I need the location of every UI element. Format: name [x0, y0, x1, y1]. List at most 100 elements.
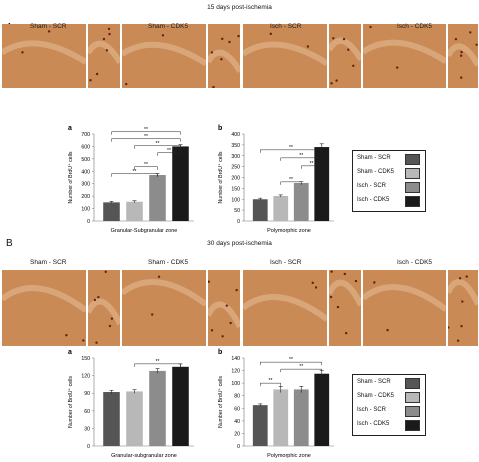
y-axis-label: Number of BrdU⁺ cells: [68, 376, 74, 428]
legend-b: Sham - SCR Sham - CDK5 Isch - SCR Isch -…: [352, 374, 426, 436]
legend-a-item-4: Isch - CDK5: [357, 197, 390, 203]
chart-panel-letter: b: [218, 349, 222, 356]
labeled-cell: [460, 324, 463, 328]
labeled-cell: [208, 280, 210, 283]
section-b-panel-label-2: Sham - CDK5: [148, 259, 189, 266]
labeled-cell: [157, 275, 161, 278]
labeled-cell: [343, 272, 347, 276]
labeled-cell: [342, 37, 346, 41]
tissue-layer: [88, 40, 120, 65]
micrograph-b-sham-scr: [2, 270, 86, 346]
labeled-cell: [151, 313, 154, 316]
section-a-panel-label-4: Isch - CDK5: [397, 23, 433, 30]
y-tick-label: 400: [81, 169, 90, 175]
significance-bracket: [260, 382, 281, 387]
labeled-cell: [460, 50, 463, 54]
y-tick-label: 150: [231, 186, 240, 192]
bar-2: [149, 175, 166, 221]
labeled-cell: [459, 54, 463, 57]
labeled-cell: [110, 317, 114, 320]
chart-panel-letter: a: [68, 125, 72, 132]
y-tick-label: 200: [231, 176, 240, 182]
labeled-cell: [475, 43, 478, 46]
labeled-cell: [454, 37, 458, 41]
micrograph-a-isch-scr-zoom: [329, 24, 361, 88]
section-a-panel-label-3: Isch - SCR: [270, 23, 302, 30]
legend-b-swatch-3: [405, 406, 420, 417]
significance-mark: **: [144, 134, 148, 140]
y-tick-label: 500: [81, 157, 90, 163]
significance-bracket: [260, 149, 322, 153]
y-axis-label: Number of BrdU⁺ cells: [218, 376, 224, 428]
micrograph-a-sham-cdk5: [122, 24, 206, 88]
x-axis-label: Polymorphic zone: [267, 228, 311, 234]
bar-2: [293, 389, 309, 446]
micrograph-b-sham-scr-zoom: [88, 270, 120, 346]
labeled-cell: [306, 45, 310, 48]
legend-a-swatch-1: [405, 154, 420, 165]
y-tick-label: 80: [234, 394, 240, 400]
y-tick-label: 700: [81, 132, 90, 138]
y-tick-label: 300: [231, 154, 240, 160]
tissue-layer: [208, 49, 240, 74]
bar-3: [172, 366, 189, 446]
labeled-cell: [314, 286, 318, 289]
significance-mark: **: [269, 378, 273, 384]
tissue-layer: [208, 301, 240, 329]
legend-a-item-1: Sham - SCR: [357, 155, 391, 161]
labeled-cell: [225, 304, 228, 307]
legend-a-swatch-4: [405, 196, 420, 207]
bar-0: [103, 392, 120, 446]
y-tick-label: 400: [231, 132, 240, 138]
chart-panel-letter: b: [218, 125, 222, 132]
labeled-cell: [95, 341, 98, 344]
y-tick-label: 60: [84, 409, 90, 415]
tissue-layer: [363, 284, 446, 312]
tissue-layer: [329, 279, 361, 307]
y-tick-label: 100: [81, 207, 90, 213]
labeled-cell: [235, 288, 238, 292]
y-tick-label: 0: [237, 444, 240, 450]
significance-bracket: [134, 145, 181, 149]
tissue-layer: [243, 41, 327, 66]
labeled-cell: [82, 339, 85, 342]
labeled-cell: [347, 48, 350, 51]
y-tick-label: 100: [231, 197, 240, 203]
labeled-cell: [330, 270, 333, 273]
labeled-cell: [107, 27, 111, 31]
section-b-letter: B: [6, 238, 13, 249]
legend-b-item-3: Isch - SCR: [357, 407, 387, 413]
micrograph-a-sham-scr-zoom: [88, 24, 120, 88]
chart-a-polymorphic: b 0 50 100 150 200 250 300 350 400 Number of BrdU⁺…: [218, 125, 334, 234]
labeled-cell: [335, 79, 338, 82]
significance-bracket: [280, 181, 302, 185]
significance-mark: **: [299, 364, 303, 370]
significance-mark: **: [133, 169, 137, 175]
labeled-cell: [458, 277, 462, 280]
y-tick-label: 0: [237, 219, 240, 225]
section-b-panel-label-3: Isch - SCR: [270, 259, 302, 266]
significance-mark: **: [156, 359, 160, 365]
significance-bracket: [111, 131, 181, 135]
labeled-cell: [97, 295, 100, 299]
x-axis-label: Granular-subgranular zone: [111, 453, 177, 459]
labeled-cell: [330, 82, 333, 85]
y-tick-label: 120: [81, 374, 90, 380]
chart-b-granular: a 0 30 60 90 120 150 Number of BrdU⁺ cells Granu…: [68, 349, 194, 459]
micrograph-a-isch-cdk5-zoom: [448, 24, 478, 88]
significance-mark: **: [144, 127, 148, 133]
labeled-cell: [237, 34, 240, 38]
tissue-layer: [122, 279, 206, 307]
legend-a-item-2: Sham - CDK5: [357, 169, 395, 175]
y-axis-label: Number of BrdU⁺ cells: [68, 151, 74, 203]
micrograph-b-isch-scr: [243, 270, 327, 346]
y-tick-label: 100: [231, 381, 240, 387]
labeled-cell: [461, 300, 464, 303]
y-tick-label: 120: [231, 369, 240, 375]
micrograph-a-sham-scr: [2, 24, 86, 88]
tissue-layer: [243, 293, 327, 322]
labeled-cell: [344, 331, 348, 335]
micrograph-b-isch-cdk5: [363, 270, 446, 346]
y-tick-label: 350: [231, 143, 240, 149]
labeled-cell: [102, 37, 106, 41]
